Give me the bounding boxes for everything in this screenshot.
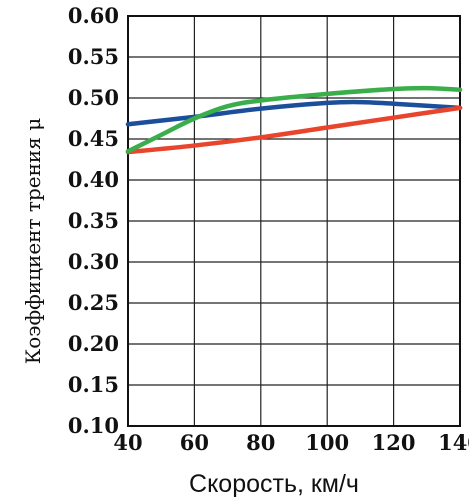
y-tick-label: 0.45 [68, 126, 119, 151]
x-tick-label: 100 [305, 430, 349, 455]
y-axis-label: Коэффициент трения μ [21, 118, 45, 364]
y-tick-label: 0.40 [68, 167, 119, 192]
series-line-3 [125, 85, 463, 154]
x-tick-label: 140 [438, 430, 469, 455]
y-tick-label: 0.15 [68, 372, 119, 397]
x-axis-label: Скорость, км/ч [189, 470, 359, 498]
y-tick-label: 0.20 [68, 331, 119, 356]
grid [127, 15, 461, 427]
x-tick-label: 40 [113, 430, 142, 455]
y-tick-label: 0.60 [68, 3, 119, 28]
x-tick-label: 80 [246, 430, 275, 455]
plot-frame [127, 15, 461, 427]
y-tick-labels: 0.10 0.15 0.20 0.25 0.30 0.35 0.40 0.45 0.50 0.55… [68, 3, 119, 438]
y-tick-label: 0.55 [68, 44, 119, 69]
y-tick-label: 0.50 [68, 85, 119, 110]
x-tick-label: 60 [180, 430, 209, 455]
y-tick-label: 0.25 [68, 290, 119, 315]
x-tick-labels: 40 60 80 100 120 140 [113, 430, 469, 455]
series-line-2 [125, 105, 463, 155]
x-tick-label: 120 [372, 430, 416, 455]
y-tick-label: 0.30 [68, 249, 119, 274]
y-tick-label: 0.35 [68, 208, 119, 233]
y-tick-label: 0.10 [68, 413, 119, 438]
series-group [125, 85, 463, 155]
